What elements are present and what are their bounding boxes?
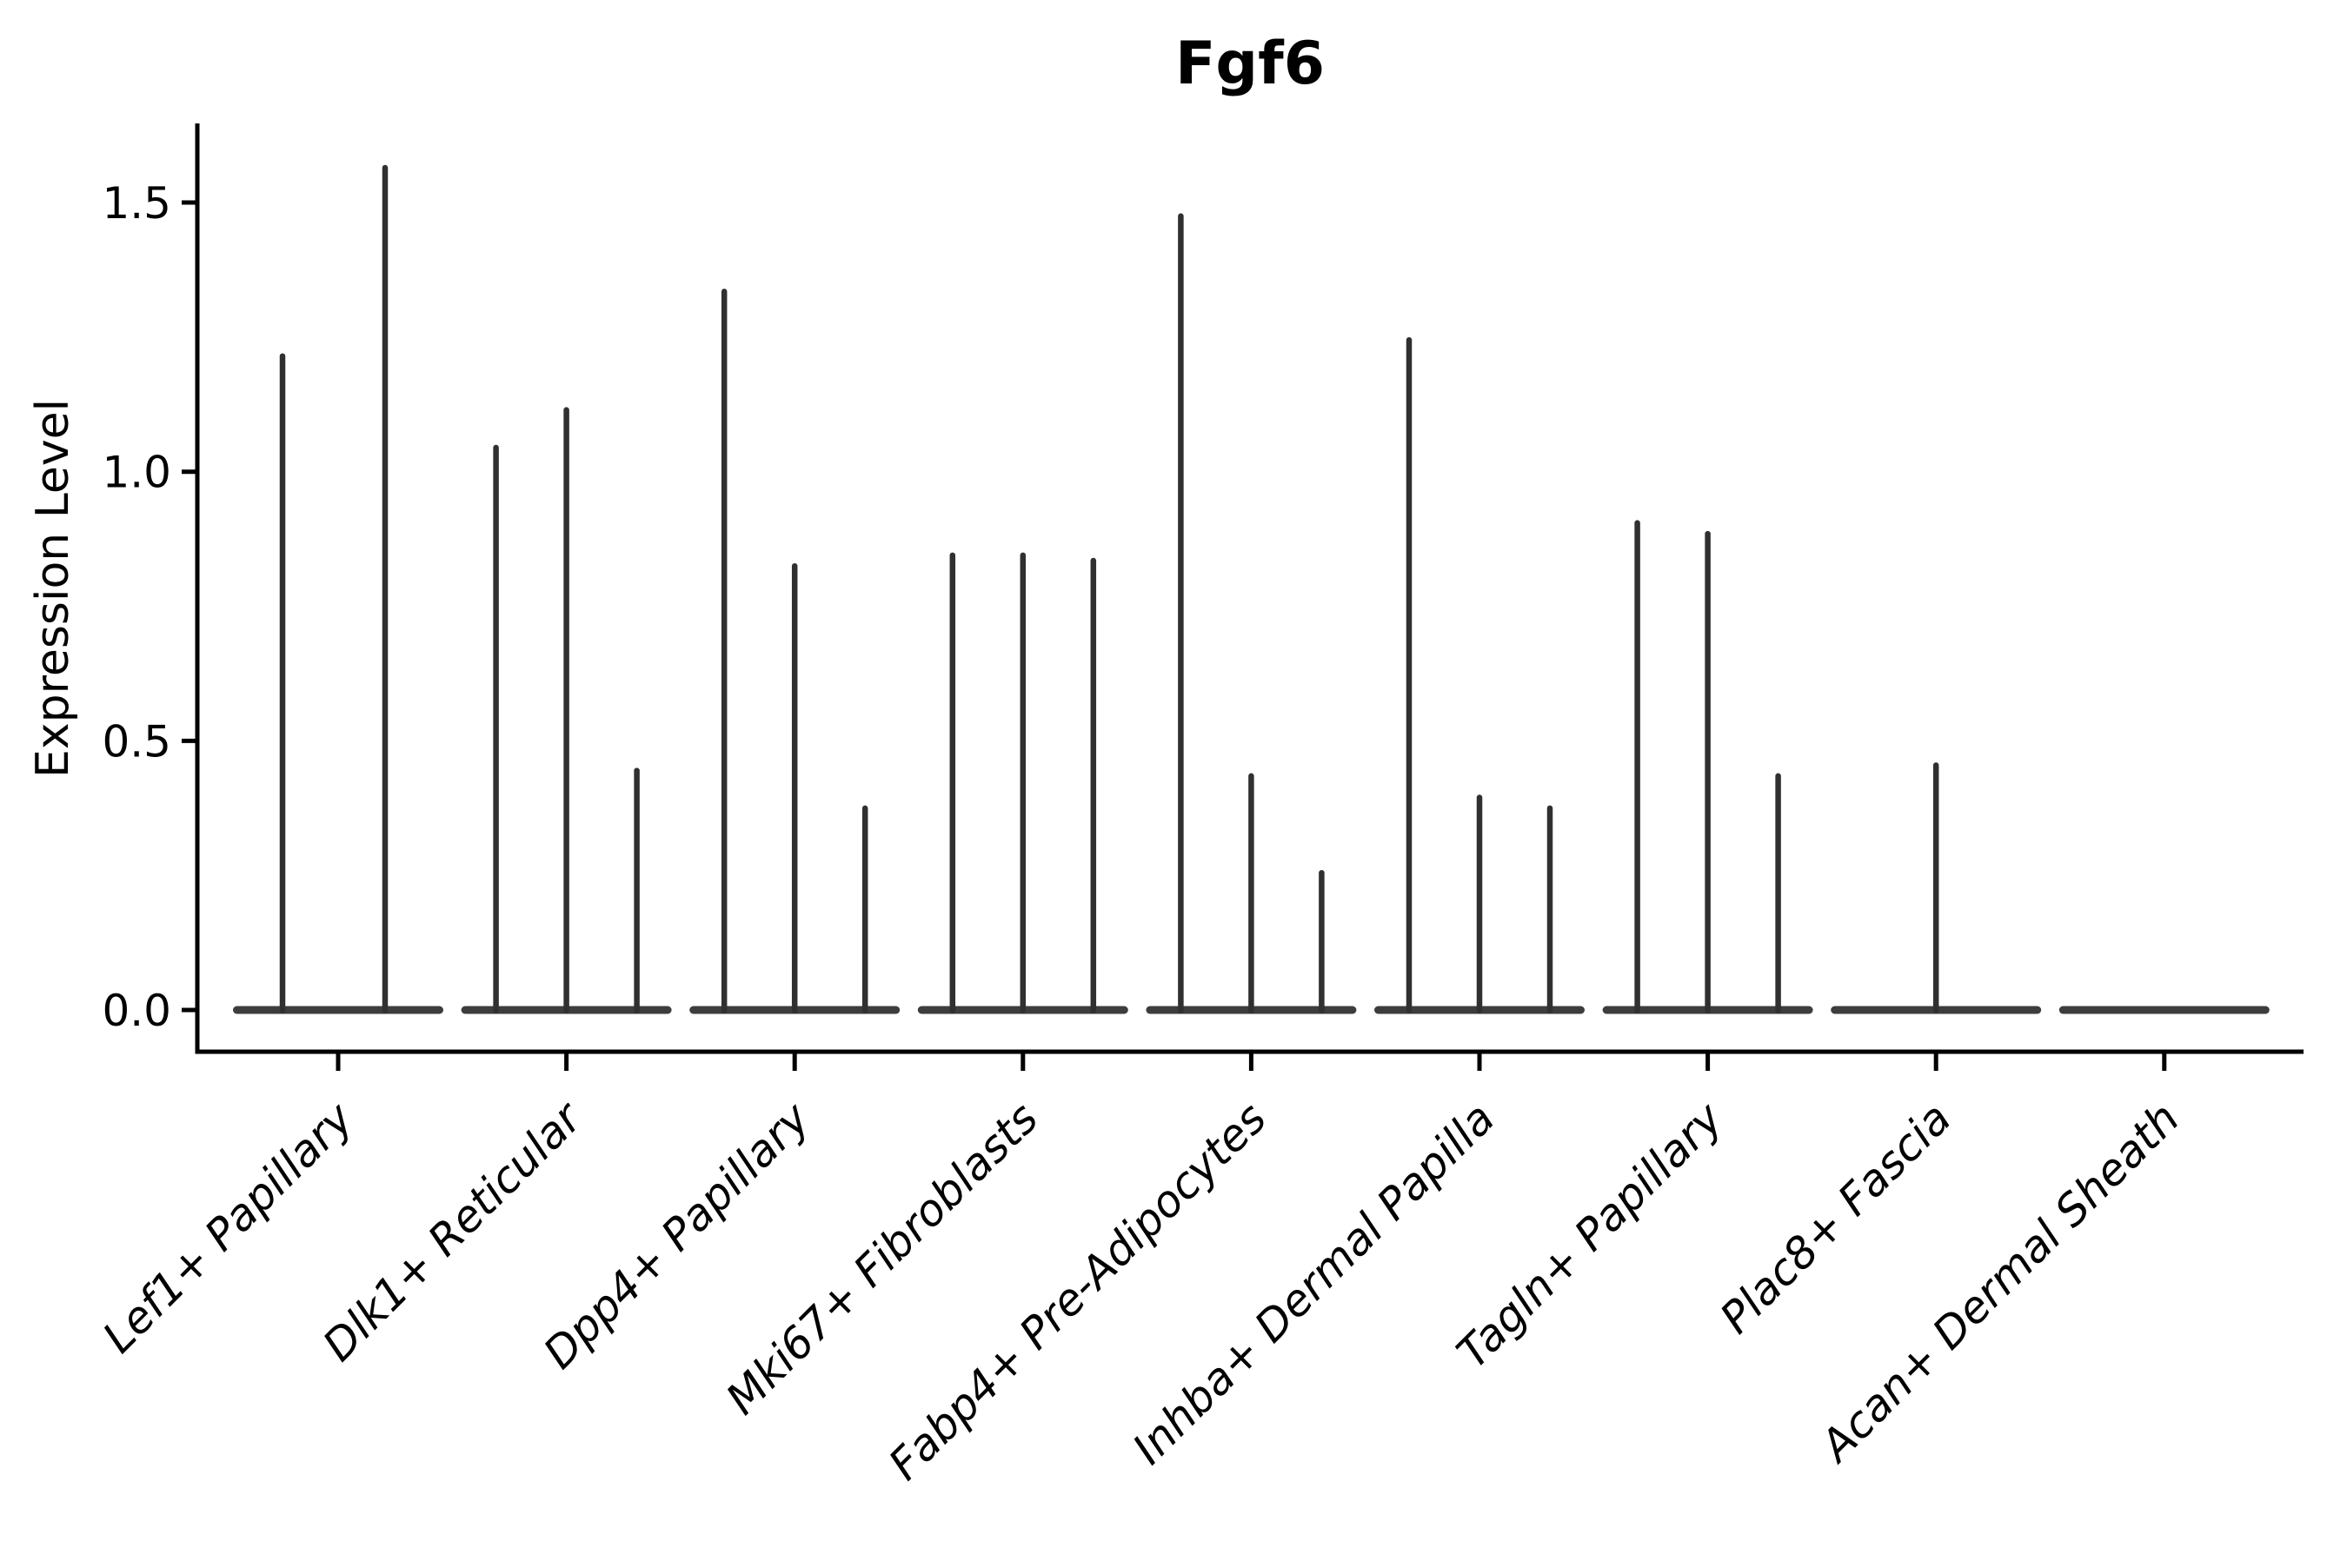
violin-spike	[1020, 552, 1027, 1013]
violin-spike	[1546, 805, 1553, 1013]
violin-spike	[1248, 773, 1254, 1013]
violin-spike	[1705, 530, 1711, 1013]
violin-base	[233, 1006, 443, 1014]
violin-spike	[1775, 773, 1781, 1013]
violin-spike	[1406, 336, 1413, 1013]
y-axis-label: Expression Level	[27, 399, 79, 778]
violin-spike	[634, 767, 640, 1013]
x-tick-label: Acan+ Dermal Sheath	[1809, 1093, 2189, 1472]
violin-base	[2058, 1006, 2270, 1014]
violin-spike	[382, 164, 389, 1014]
y-tick-label: 0.5	[102, 716, 171, 767]
violin-spike	[279, 353, 286, 1014]
violin-spike	[1090, 557, 1097, 1013]
x-tick-label: Lef1+ Papillary	[93, 1092, 363, 1362]
x-tick-label: Inhba+ Dermal Papilla	[1123, 1093, 1504, 1473]
violin-spike	[1319, 869, 1325, 1013]
violin-spike	[563, 407, 569, 1013]
y-ticks-layer: 0.0 0.5 1.0 1.5	[102, 178, 197, 1036]
plot-title: Fgf6	[1175, 30, 1325, 98]
violin-spike	[791, 562, 798, 1013]
violin-spike	[1476, 794, 1483, 1013]
violin-spike	[493, 444, 499, 1013]
y-tick-label: 1.5	[102, 178, 171, 229]
violin-spike	[949, 552, 956, 1013]
violin-spike	[861, 805, 868, 1013]
violins-layer	[233, 164, 2270, 1014]
violin-spike	[1178, 213, 1184, 1013]
x-tick-label: Fabp4+ Pre-Adipocytes	[879, 1093, 1276, 1490]
y-tick-label: 0.0	[102, 986, 171, 1036]
violin-spike	[1634, 520, 1640, 1013]
violin-spike	[721, 289, 728, 1013]
violin-spike	[1932, 762, 1939, 1013]
y-tick-label: 1.0	[102, 448, 171, 498]
x-tick-label: Plac8+ Fascia	[1711, 1093, 1961, 1343]
